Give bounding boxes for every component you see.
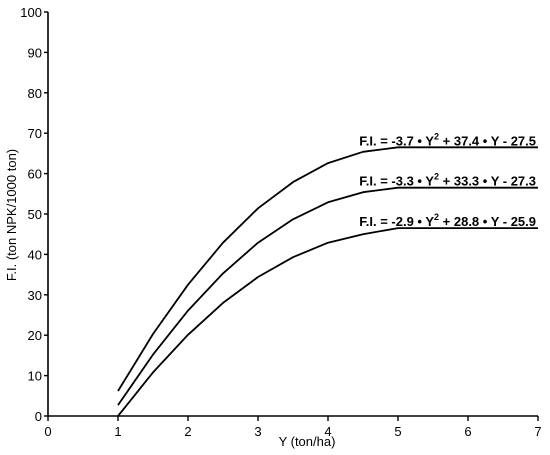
x-tick-label: 3 xyxy=(254,424,261,439)
ticks xyxy=(44,11,539,421)
y-tick-label: 20 xyxy=(28,328,42,343)
series-line-2 xyxy=(117,186,538,406)
equations: F.I. = -3.7 • Y2 + 37.4 • Y - 27.5F.I. =… xyxy=(359,131,536,229)
x-tick-label: 2 xyxy=(184,424,191,439)
equation-prefix: F.I. = -3.3 • Y xyxy=(359,174,434,189)
equation-label-1: F.I. = -3.7 • Y2 + 37.4 • Y - 27.5 xyxy=(359,131,536,148)
series-line-1 xyxy=(117,146,538,392)
equation-label-3: F.I. = -2.9 • Y2 + 28.8 • Y - 25.9 xyxy=(359,212,536,229)
equation-superscript: 2 xyxy=(434,131,439,141)
x-tick-label: 7 xyxy=(534,424,541,439)
equation-suffix: + 37.4 • Y - 27.5 xyxy=(439,133,536,148)
series xyxy=(117,146,538,417)
x-tick-label: 5 xyxy=(394,424,401,439)
y-tick-label: 70 xyxy=(28,126,42,141)
y-axis-title: F.I. (ton NPK/1000 ton) xyxy=(4,149,19,281)
y-tick-label: 40 xyxy=(28,247,42,262)
y-tick-label: 30 xyxy=(28,288,42,303)
equation-suffix: + 28.8 • Y - 25.9 xyxy=(439,214,536,229)
x-tick-label: 1 xyxy=(114,424,121,439)
y-tick-label: 90 xyxy=(28,45,42,60)
equation-prefix: F.I. = -3.7 • Y xyxy=(359,133,434,148)
y-tick-label: 0 xyxy=(35,409,42,424)
y-tick-label: 10 xyxy=(28,369,42,384)
equation-superscript: 2 xyxy=(434,172,439,182)
x-tick-label: 0 xyxy=(44,424,51,439)
x-axis-title: Y (ton/ha) xyxy=(279,434,336,449)
equation-suffix: + 33.3 • Y - 27.3 xyxy=(439,174,536,189)
y-tick-label: 50 xyxy=(28,207,42,222)
x-tick-label: 4 xyxy=(324,424,331,439)
y-tick-label: 80 xyxy=(28,86,42,101)
series-line-3 xyxy=(117,227,538,417)
x-tick-label: 6 xyxy=(464,424,471,439)
y-tick-label: 60 xyxy=(28,167,42,182)
equation-superscript: 2 xyxy=(434,212,439,222)
equation-label-2: F.I. = -3.3 • Y2 + 33.3 • Y - 27.3 xyxy=(359,172,536,189)
equation-prefix: F.I. = -2.9 • Y xyxy=(359,214,434,229)
y-tick-label: 100 xyxy=(20,5,42,20)
